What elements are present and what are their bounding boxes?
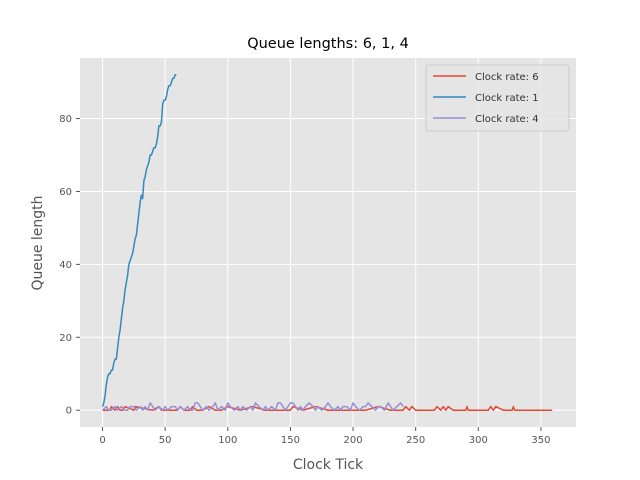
legend-label: Clock rate: 6: [475, 72, 539, 83]
y-tick-label: 20: [59, 333, 72, 344]
y-tick-label: 80: [59, 114, 72, 125]
legend-label: Clock rate: 1: [475, 93, 539, 104]
x-tick-label: 200: [344, 435, 363, 446]
chart-title: Queue lengths: 6, 1, 4: [247, 36, 409, 52]
x-tick-label: 300: [469, 435, 488, 446]
legend: Clock rate: 6 Clock rate: 1 Clock rate: …: [425, 64, 570, 132]
y-axis-label: Queue length: [30, 195, 46, 290]
x-tick-label: 50: [159, 435, 172, 446]
x-tick-label: 250: [406, 435, 425, 446]
x-tick-label: 0: [99, 435, 105, 446]
legend-label: Clock rate: 4: [475, 114, 539, 125]
series-line-3: [102, 402, 404, 411]
ticks: 0 50 100 150 200 250 300 350 0 20 40 60 80: [59, 114, 550, 446]
x-axis-label: Clock Tick: [293, 457, 364, 473]
legend-box: [425, 64, 570, 132]
y-tick-label: 60: [59, 187, 72, 198]
x-tick-label: 150: [281, 435, 300, 446]
y-tick-label: 0: [66, 406, 72, 417]
series-layer: [101, 74, 553, 411]
series-line-2: [101, 74, 177, 407]
x-tick-label: 350: [531, 435, 550, 446]
y-tick-label: 40: [59, 260, 72, 271]
x-tick-label: 100: [218, 435, 237, 446]
